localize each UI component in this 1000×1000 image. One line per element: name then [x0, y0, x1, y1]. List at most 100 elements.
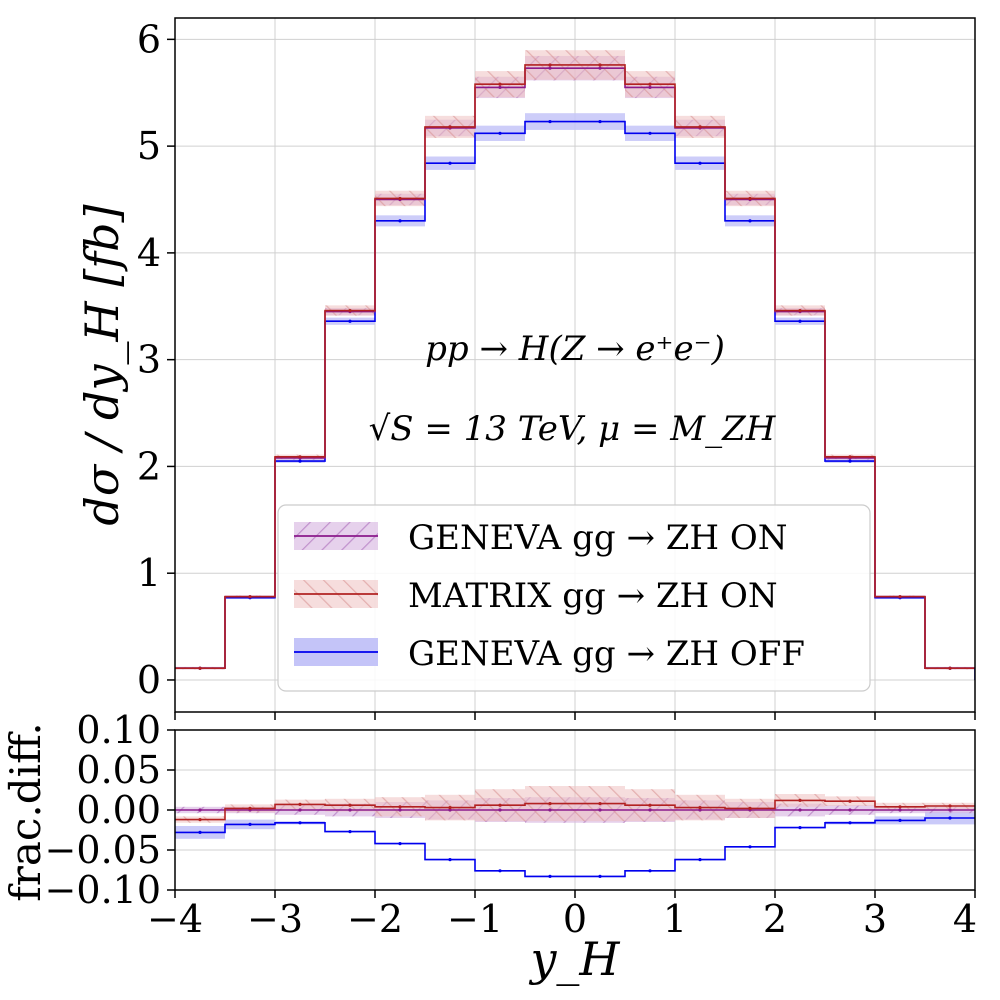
point-geneva-off-3 [348, 319, 352, 323]
ratio-point-geneva-on-5 [448, 808, 452, 812]
main-y-ticks: 0 1 2 3 4 5 6 [137, 17, 175, 702]
ratio-point-matrix-on-3 [348, 803, 352, 807]
ratio-point-geneva-off-1 [248, 822, 252, 827]
ratio-point-matrix-on-4 [398, 805, 402, 809]
ratio-point-geneva-off-6 [498, 869, 502, 873]
point-matrix-on-13 [848, 455, 852, 459]
x-tick-label-5: 1 [663, 897, 687, 941]
point-geneva-off-10 [698, 161, 702, 165]
point-geneva-off-12 [798, 319, 802, 323]
x-tick-label-1: −3 [247, 897, 303, 941]
x-tick-label-2: −2 [347, 897, 403, 941]
ratio-point-geneva-off-9 [648, 869, 652, 873]
ratio-point-geneva-on-3 [348, 808, 352, 812]
ratio-point-geneva-off-15 [948, 816, 952, 820]
legend-entry-matrix-on: MATRIX gg → ZH ON [294, 576, 778, 616]
x-ticks: −4 −3 −2 −1 0 1 2 3 4 [147, 712, 977, 941]
point-geneva-off-2 [298, 459, 302, 463]
ratio-point-geneva-on-6 [498, 808, 502, 812]
point-geneva-off-4 [398, 219, 402, 223]
ratio-point-geneva-off-13 [848, 821, 852, 825]
ratio-point-geneva-off-4 [398, 842, 402, 846]
point-geneva-on-9 [648, 85, 652, 89]
ratio-point-geneva-off-11 [748, 845, 752, 849]
main-y-tick-label-3: 3 [137, 338, 161, 382]
ratio-y-tick-label-1: 0.05 [76, 748, 161, 792]
point-geneva-off-7 [548, 119, 552, 124]
ratio-y-ticks: 0.100.050.00−0.05−0.10 [45, 708, 175, 912]
ratio-point-matrix-on-12 [798, 798, 802, 803]
point-geneva-on-6 [498, 85, 502, 89]
point-geneva-off-9 [648, 131, 652, 135]
main-lines [175, 63, 975, 680]
line-geneva-on [175, 67, 975, 670]
ratio-panel: 0.100.050.00−0.05−0.10 −4 −3 −2 −1 0 1 2 3 4 fra… [1, 708, 977, 986]
ratio-point-geneva-off-0 [198, 830, 202, 835]
ratio-point-geneva-on-7 [548, 808, 552, 812]
ratio-y-axis-label: frac.diff. [1, 722, 50, 902]
x-tick-label-4: 0 [563, 897, 587, 941]
point-matrix-on-0 [198, 666, 202, 670]
legend-label-geneva-off: GENEVA gg → ZH OFF [408, 634, 805, 674]
point-matrix-on-15 [948, 666, 952, 670]
ratio-point-geneva-on-2 [298, 808, 302, 812]
x-tick-label-7: 3 [863, 897, 887, 941]
ratio-point-geneva-on-9 [648, 808, 652, 812]
ratio-y-tick-label-4: −0.10 [45, 868, 161, 912]
main-y-tick-label-0: 0 [137, 658, 161, 702]
legend-label-geneva-on: GENEVA gg → ZH ON [408, 518, 788, 558]
point-geneva-on-7 [548, 66, 552, 70]
ratio-point-matrix-on-8 [598, 802, 602, 806]
main-y-tick-label-1: 1 [137, 551, 161, 595]
point-matrix-on-7 [548, 63, 552, 67]
legend: GENEVA gg → ZH ON MATRIX gg → ZH ON GENE… [277, 504, 871, 692]
point-geneva-off-6 [498, 131, 502, 135]
legend-entry-geneva-on: GENEVA gg → ZH ON [294, 518, 788, 558]
ratio-point-geneva-on-15 [948, 808, 952, 812]
legend-label-matrix-on: MATRIX gg → ZH ON [408, 576, 778, 616]
ratio-point-geneva-off-5 [448, 858, 452, 862]
ratio-point-matrix-on-1 [248, 806, 252, 811]
point-matrix-on-6 [498, 82, 502, 86]
ratio-point-geneva-off-3 [348, 830, 352, 834]
legend-entry-geneva-off: GENEVA gg → ZH OFF [294, 634, 805, 674]
point-geneva-off-8 [598, 119, 602, 124]
ratio-point-matrix-on-10 [698, 806, 702, 810]
point-matrix-on-1 [248, 595, 252, 599]
point-matrix-on-3 [348, 308, 352, 313]
point-matrix-on-14 [898, 595, 902, 599]
main-y-tick-label-5: 5 [137, 124, 161, 168]
point-matrix-on-10 [698, 125, 702, 129]
ratio-point-matrix-on-9 [648, 803, 652, 807]
ratio-point-geneva-off-12 [798, 826, 802, 830]
point-geneva-off-11 [748, 219, 752, 223]
ratio-point-matrix-on-5 [448, 806, 452, 810]
ratio-point-geneva-on-4 [398, 808, 402, 812]
ratio-point-geneva-on-13 [848, 808, 852, 812]
x-axis-label: y_H [528, 932, 620, 986]
point-geneva-off-5 [448, 161, 452, 165]
main-y-tick-label-6: 6 [137, 17, 161, 61]
ratio-point-geneva-on-0 [198, 808, 202, 812]
ratio-lines [175, 798, 975, 879]
ratio-y-tick-label-0: 0.10 [76, 708, 161, 752]
point-geneva-on-8 [598, 66, 602, 70]
process-annotation: pp → H(Z → e⁺e⁻) [425, 329, 725, 369]
ratio-point-matrix-on-13 [848, 799, 852, 803]
point-matrix-on-5 [448, 125, 452, 129]
main-y-tick-label-4: 4 [137, 231, 161, 275]
main-y-axis-label: dσ / dy_H [fb] [75, 204, 129, 525]
ratio-y-tick-label-3: −0.05 [45, 828, 161, 872]
ratio-line-geneva-off [175, 817, 975, 878]
ratio-point-geneva-off-2 [298, 821, 302, 825]
legend-box [277, 504, 871, 692]
ratio-point-geneva-off-14 [898, 818, 902, 823]
line-matrix-on [175, 64, 975, 670]
point-matrix-on-2 [298, 455, 302, 459]
ratio-line-matrix-on [175, 799, 975, 821]
point-geneva-off-13 [848, 459, 852, 463]
ratio-point-matrix-on-14 [898, 805, 902, 809]
ratio-y-tick-label-2: 0.00 [76, 788, 161, 832]
